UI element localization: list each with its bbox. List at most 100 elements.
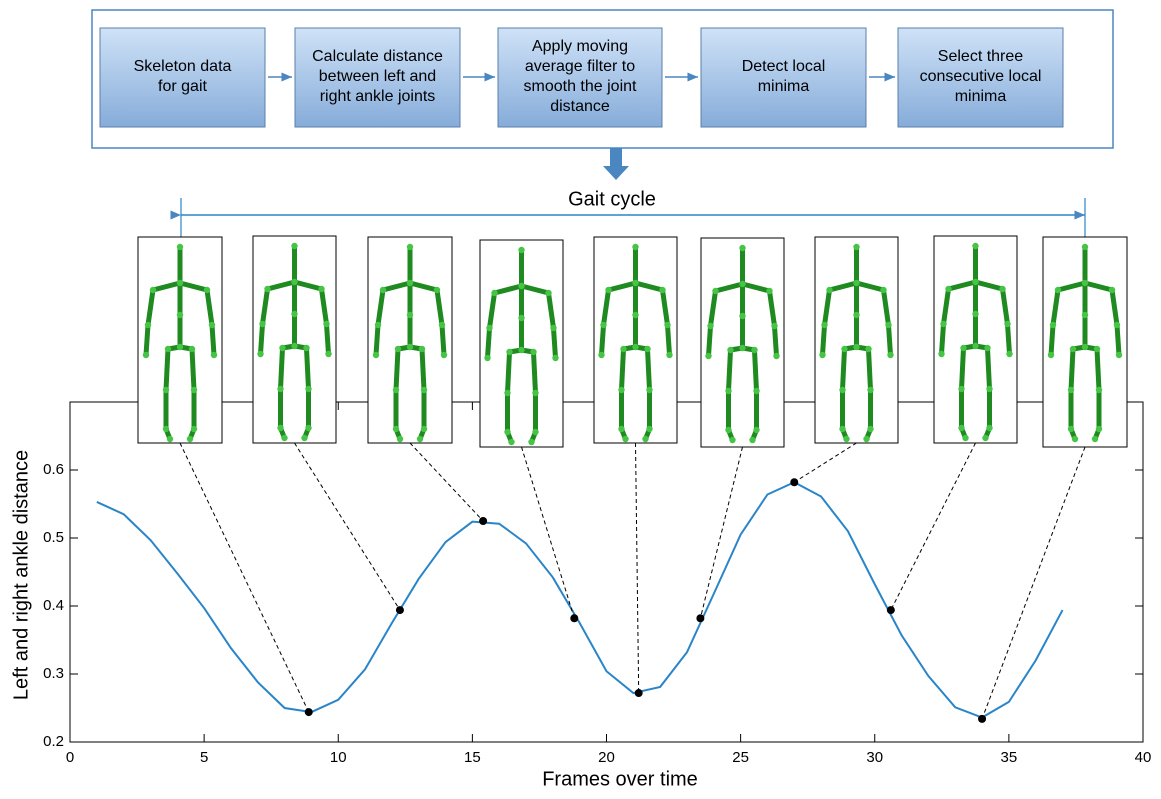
joint xyxy=(972,242,979,250)
bone xyxy=(163,346,171,393)
joint xyxy=(176,343,184,351)
joint xyxy=(729,436,736,444)
skeleton xyxy=(1047,243,1123,443)
bone xyxy=(258,321,265,357)
joint xyxy=(972,310,979,318)
bone xyxy=(551,325,558,361)
joint xyxy=(418,345,426,353)
joint xyxy=(986,424,993,432)
x-tick-label: 10 xyxy=(330,749,347,766)
bone xyxy=(1055,280,1088,293)
bone xyxy=(973,279,1005,292)
joint xyxy=(518,346,525,354)
joint xyxy=(291,342,298,350)
bone xyxy=(772,323,779,359)
bone xyxy=(204,287,215,328)
joint xyxy=(420,425,428,433)
joint xyxy=(305,385,312,393)
step-box xyxy=(99,27,266,128)
x-tick-label: 20 xyxy=(598,749,615,766)
joint xyxy=(642,435,649,443)
joint xyxy=(1004,320,1011,328)
bone xyxy=(487,290,497,331)
joint xyxy=(374,321,382,329)
joint xyxy=(144,321,152,329)
step-text: Select three xyxy=(938,48,1023,65)
joint xyxy=(142,351,150,359)
bone xyxy=(434,287,445,328)
joint xyxy=(406,243,414,251)
joint xyxy=(186,435,194,443)
bone xyxy=(822,287,832,328)
joint xyxy=(1108,286,1116,294)
down-arrow xyxy=(603,148,629,180)
joint xyxy=(1006,350,1013,358)
joint xyxy=(739,344,746,352)
step-text: minima xyxy=(758,78,810,95)
joint xyxy=(420,386,428,394)
joint xyxy=(1067,386,1075,394)
step-text: Calculate distance xyxy=(312,48,443,65)
step-text: for gait xyxy=(158,78,207,95)
bone xyxy=(767,288,777,329)
joint xyxy=(853,343,860,351)
joint xyxy=(632,311,639,319)
skeleton xyxy=(705,244,780,444)
joint xyxy=(863,435,870,443)
joint xyxy=(392,386,400,394)
joint xyxy=(632,343,639,351)
joint xyxy=(773,352,780,360)
step-box xyxy=(700,27,867,128)
joint xyxy=(291,278,298,286)
bone xyxy=(726,347,733,394)
bone xyxy=(619,346,626,393)
skeleton xyxy=(819,243,894,443)
joint xyxy=(277,424,284,432)
joint xyxy=(618,386,625,394)
step-text: between left and xyxy=(319,68,436,85)
joint xyxy=(887,351,894,359)
joint xyxy=(486,324,493,332)
x-axis-label: Frames over time xyxy=(542,768,698,790)
bone xyxy=(939,321,946,357)
joint xyxy=(433,286,441,294)
bone xyxy=(150,280,183,293)
bone xyxy=(546,290,556,331)
step-text: distance xyxy=(550,98,610,115)
joint xyxy=(394,345,402,353)
y-tick-label: 0.3 xyxy=(43,665,64,682)
joint xyxy=(203,286,211,294)
step-text: right ankle joints xyxy=(320,88,436,105)
bone xyxy=(959,345,966,392)
joint xyxy=(865,345,872,353)
joint xyxy=(986,385,993,393)
joint xyxy=(162,386,170,394)
joint xyxy=(749,436,756,444)
x-tick-label: 5 xyxy=(200,749,208,766)
bone xyxy=(840,346,847,393)
joint xyxy=(843,435,850,443)
joint xyxy=(277,385,284,393)
joint xyxy=(325,350,332,358)
skeleton xyxy=(484,246,559,446)
joint xyxy=(406,279,414,287)
step-text: minima xyxy=(955,88,1007,105)
marker-point xyxy=(304,708,313,717)
bone xyxy=(177,280,210,293)
step-text: Detect local xyxy=(742,58,826,75)
marker-point xyxy=(790,478,799,487)
marker-point xyxy=(978,714,987,723)
bone xyxy=(645,346,652,393)
joint xyxy=(945,285,952,293)
bone xyxy=(1048,322,1056,358)
skeleton xyxy=(372,243,448,443)
y-tick-label: 0.2 xyxy=(43,733,64,750)
joint xyxy=(1049,321,1057,329)
joint xyxy=(960,344,967,352)
joint xyxy=(819,351,826,359)
joint xyxy=(506,348,513,356)
joint xyxy=(279,344,286,352)
joint xyxy=(318,285,325,293)
joint xyxy=(646,386,653,394)
